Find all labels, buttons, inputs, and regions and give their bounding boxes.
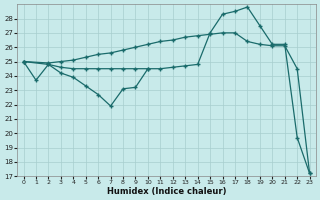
X-axis label: Humidex (Indice chaleur): Humidex (Indice chaleur) <box>107 187 226 196</box>
